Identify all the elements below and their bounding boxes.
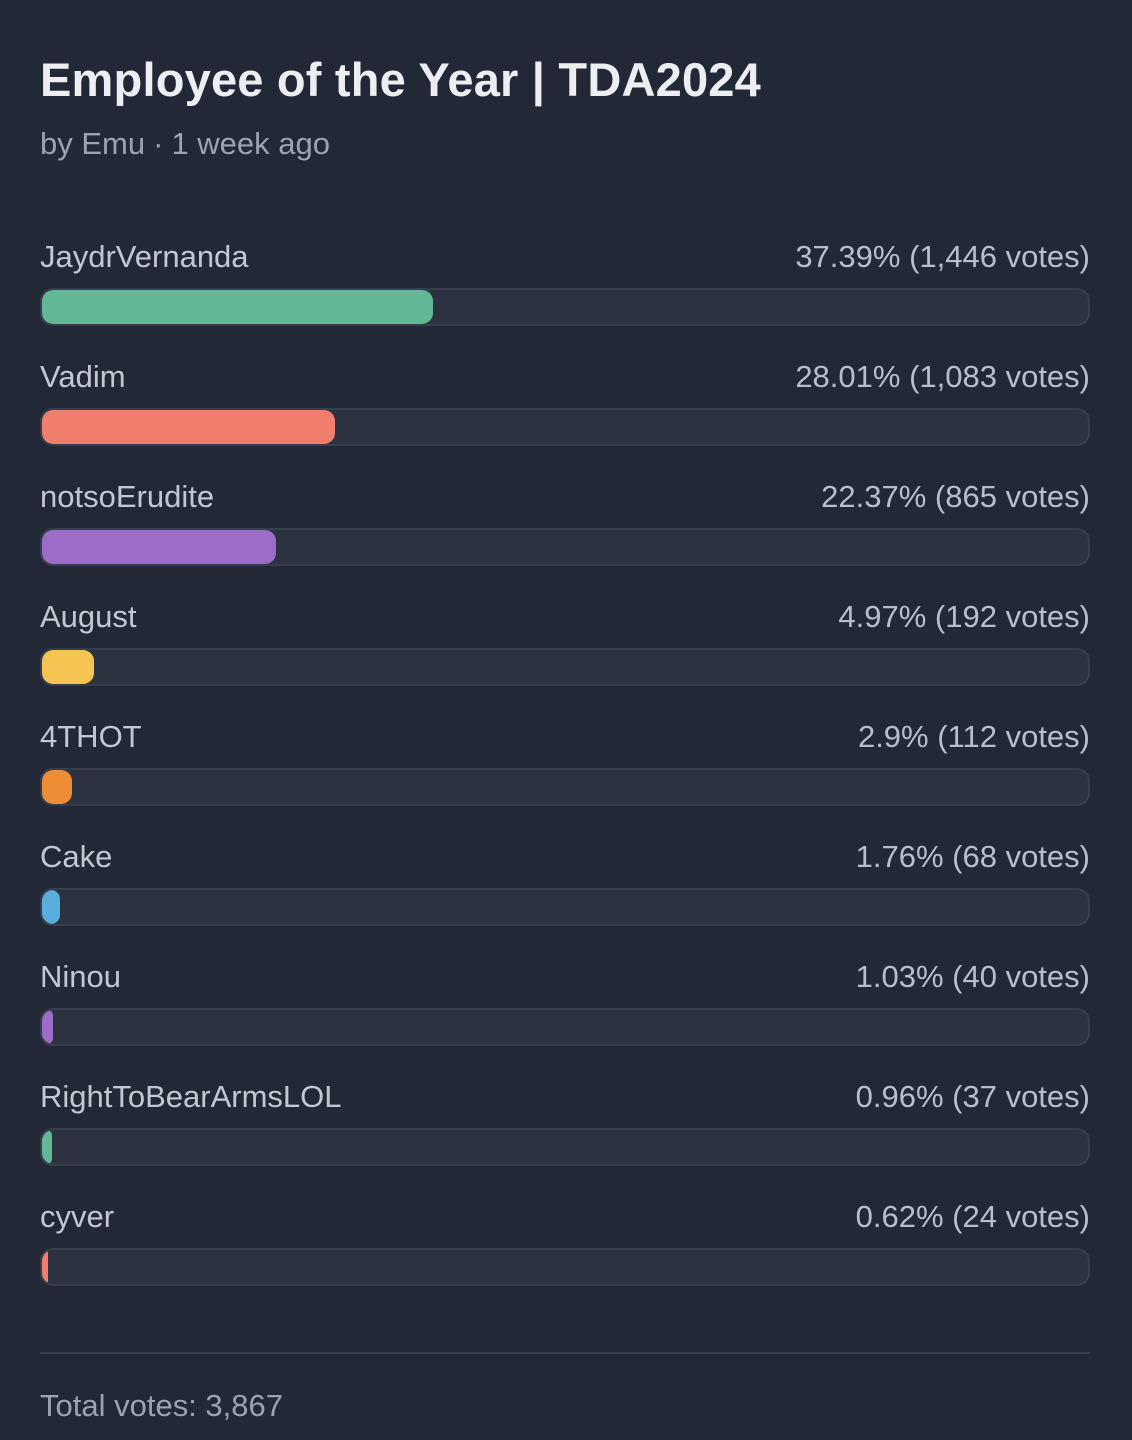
- total-votes: Total votes: 3,867: [40, 1388, 283, 1423]
- poll-bar-fill: [42, 770, 73, 804]
- poll-option-name: notsoErudite: [40, 479, 215, 514]
- poll-option: notsoErudite 22.37% (865 votes): [40, 476, 1090, 596]
- poll-bar-fill: [42, 1130, 53, 1164]
- divider: [40, 1352, 1090, 1354]
- poll-option-result: 37.39% (1,446 votes): [795, 239, 1090, 274]
- poll-option-result: 4.97% (192 votes): [838, 599, 1090, 634]
- poll-bar-track: [40, 1008, 1090, 1046]
- poll-time: 1 week ago: [171, 126, 330, 161]
- poll-option-header: August 4.97% (192 votes): [40, 596, 1090, 638]
- meta-separator: ·: [153, 126, 164, 161]
- poll-bar-fill: [42, 290, 434, 324]
- poll-option: Vadim 28.01% (1,083 votes): [40, 356, 1090, 476]
- poll-option-header: cyver 0.62% (24 votes): [40, 1196, 1090, 1238]
- poll-bar-fill: [42, 1250, 49, 1284]
- poll-option-header: 4THOT 2.9% (112 votes): [40, 716, 1090, 758]
- poll-option-name: Cake: [40, 839, 113, 874]
- poll-option-header: Cake 1.76% (68 votes): [40, 836, 1090, 878]
- poll-option-name: Ninou: [40, 959, 121, 994]
- poll-option-result: 22.37% (865 votes): [821, 479, 1090, 514]
- poll-option-result: 28.01% (1,083 votes): [795, 359, 1090, 394]
- poll-option-result: 0.62% (24 votes): [855, 1199, 1090, 1234]
- poll-option-header: Ninou 1.03% (40 votes): [40, 956, 1090, 998]
- poll-option-name: Vadim: [40, 359, 126, 394]
- poll-option-header: RightToBearArmsLOL 0.96% (37 votes): [40, 1076, 1090, 1118]
- poll-option-result: 2.9% (112 votes): [857, 719, 1090, 754]
- poll-bar-track: [40, 408, 1090, 446]
- poll-bar-fill: [42, 410, 335, 444]
- poll-option: RightToBearArmsLOL 0.96% (37 votes): [40, 1076, 1090, 1196]
- poll-option-header: notsoErudite 22.37% (865 votes): [40, 476, 1090, 518]
- poll-bar-track: [40, 1248, 1090, 1286]
- poll-option-result: 1.03% (40 votes): [855, 959, 1090, 994]
- poll-option-name: JaydrVernanda: [40, 239, 249, 274]
- poll-title: Employee of the Year | TDA2024: [40, 53, 761, 106]
- poll-option-result: 1.76% (68 votes): [855, 839, 1090, 874]
- poll-option: 4THOT 2.9% (112 votes): [40, 716, 1090, 836]
- poll-option: Cake 1.76% (68 votes): [40, 836, 1090, 956]
- poll-option-header: Vadim 28.01% (1,083 votes): [40, 356, 1090, 398]
- poll-option-name: 4THOT: [40, 719, 142, 754]
- poll-bar-fill: [42, 890, 61, 924]
- poll-bar-track: [40, 288, 1090, 326]
- poll-option-name: August: [40, 599, 137, 634]
- poll-bar-track: [40, 888, 1090, 926]
- poll-bar-track: [40, 648, 1090, 686]
- poll-bar-track: [40, 768, 1090, 806]
- poll-meta: by Emu · 1 week ago: [40, 126, 330, 162]
- poll-author: by Emu: [40, 126, 146, 161]
- poll-options: JaydrVernanda 37.39% (1,446 votes) Vadim 28…: [40, 236, 1090, 1316]
- poll-option-result: 0.96% (37 votes): [855, 1079, 1090, 1114]
- poll-bar-fill: [42, 650, 94, 684]
- poll-option-header: JaydrVernanda 37.39% (1,446 votes): [40, 236, 1090, 278]
- poll-option-name: cyver: [40, 1199, 115, 1234]
- poll-bar-fill: [42, 1010, 53, 1044]
- poll-bar-fill: [42, 530, 276, 564]
- poll-option: JaydrVernanda 37.39% (1,446 votes): [40, 236, 1090, 356]
- poll-option: August 4.97% (192 votes): [40, 596, 1090, 716]
- poll-option-name: RightToBearArmsLOL: [40, 1079, 342, 1114]
- poll-bar-track: [40, 528, 1090, 566]
- poll-option: Ninou 1.03% (40 votes): [40, 956, 1090, 1076]
- poll-option: cyver 0.62% (24 votes): [40, 1196, 1090, 1316]
- poll-bar-track: [40, 1128, 1090, 1166]
